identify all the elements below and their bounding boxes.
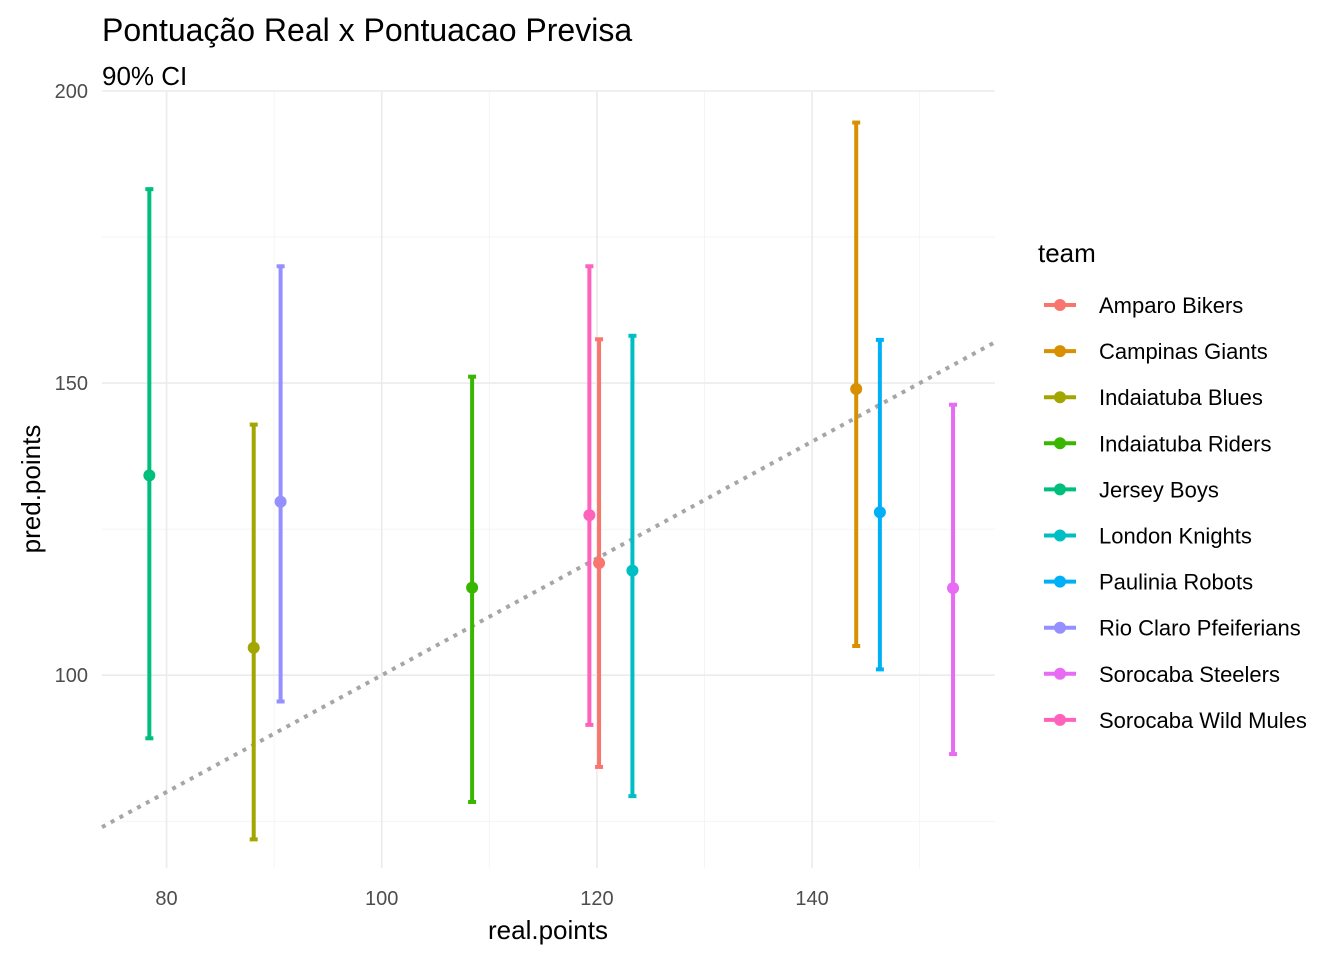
legend-item: Indaiatuba Riders xyxy=(1044,431,1271,456)
series-group xyxy=(583,264,596,727)
series-group xyxy=(466,374,479,804)
y-tick-label: 100 xyxy=(55,665,88,687)
point-estimate xyxy=(143,469,156,482)
legend-key-point xyxy=(1054,483,1066,496)
chart-title: Pontuação Real x Pontuacao Previsa xyxy=(102,12,632,48)
legend-item: Amparo Bikers xyxy=(1044,293,1243,318)
legend-key-point xyxy=(1054,621,1066,634)
point-estimate xyxy=(274,495,287,508)
point-estimate xyxy=(626,564,639,577)
y-tick-label: 200 xyxy=(55,81,88,103)
legend-item: Rio Claro Pfeiferians xyxy=(1044,616,1301,641)
series-group xyxy=(274,264,287,704)
y-tick-label: 150 xyxy=(55,373,88,395)
legend-item: Campinas Giants xyxy=(1044,339,1268,364)
series-group xyxy=(873,337,886,672)
series-group xyxy=(626,333,639,799)
legend-label: Indaiatuba Riders xyxy=(1099,431,1271,456)
point-estimate xyxy=(466,581,479,594)
point-estimate xyxy=(583,509,596,522)
series-group xyxy=(593,337,606,769)
series-group xyxy=(247,422,260,842)
legend-key-point xyxy=(1054,391,1066,404)
legend-label: Paulinia Robots xyxy=(1099,570,1253,595)
legend-key-point xyxy=(1054,713,1066,726)
legend-title: team xyxy=(1038,238,1096,268)
legend-label: Indaiatuba Blues xyxy=(1099,385,1263,410)
x-tick-label: 100 xyxy=(365,888,398,910)
x-tick-label: 80 xyxy=(155,888,177,910)
legend-label: Rio Claro Pfeiferians xyxy=(1099,616,1301,641)
x-axis-ticks: 80 100 120 140 xyxy=(155,888,828,910)
y-axis-title: pred.points xyxy=(16,425,46,554)
legend-label: Jersey Boys xyxy=(1099,477,1219,502)
legend-key-point xyxy=(1054,575,1066,588)
legend-item: Sorocaba Wild Mules xyxy=(1044,708,1307,733)
x-tick-label: 140 xyxy=(795,888,828,910)
legend-label: Sorocaba Wild Mules xyxy=(1099,708,1307,733)
series-group xyxy=(143,187,156,741)
x-tick-label: 120 xyxy=(580,888,613,910)
point-estimate xyxy=(247,641,260,654)
identity-line xyxy=(101,340,996,829)
identity-reference-line xyxy=(101,340,996,829)
legend-label: Campinas Giants xyxy=(1099,339,1268,364)
legend-item: Jersey Boys xyxy=(1044,477,1219,502)
legend-item: Indaiatuba Blues xyxy=(1044,385,1263,410)
legend-key-point xyxy=(1054,529,1066,542)
point-estimate xyxy=(593,557,606,570)
legend-item: Sorocaba Steelers xyxy=(1044,662,1280,687)
legend-key-point xyxy=(1054,299,1066,311)
series-group xyxy=(850,120,863,648)
point-estimate xyxy=(850,382,863,395)
legend-key-point xyxy=(1054,437,1066,450)
x-axis-title: real.points xyxy=(488,915,608,945)
chart-subtitle: 90% CI xyxy=(102,61,187,91)
plot-marks xyxy=(143,120,960,842)
plot-gridlines xyxy=(102,90,995,868)
legend: Amparo Bikers Campinas Giants Indaiatuba B… xyxy=(1044,293,1307,733)
legend-label: London Knights xyxy=(1099,524,1252,549)
legend-key-point xyxy=(1054,345,1066,358)
legend-label: Sorocaba Steelers xyxy=(1099,662,1280,687)
point-estimate xyxy=(873,506,886,519)
series-group xyxy=(947,402,960,757)
legend-item: London Knights xyxy=(1044,524,1252,549)
legend-label: Amparo Bikers xyxy=(1099,293,1243,318)
legend-key-point xyxy=(1054,667,1066,680)
point-estimate xyxy=(947,582,960,595)
y-axis-ticks: 100 150 200 xyxy=(55,81,88,687)
legend-item: Paulinia Robots xyxy=(1044,570,1253,595)
